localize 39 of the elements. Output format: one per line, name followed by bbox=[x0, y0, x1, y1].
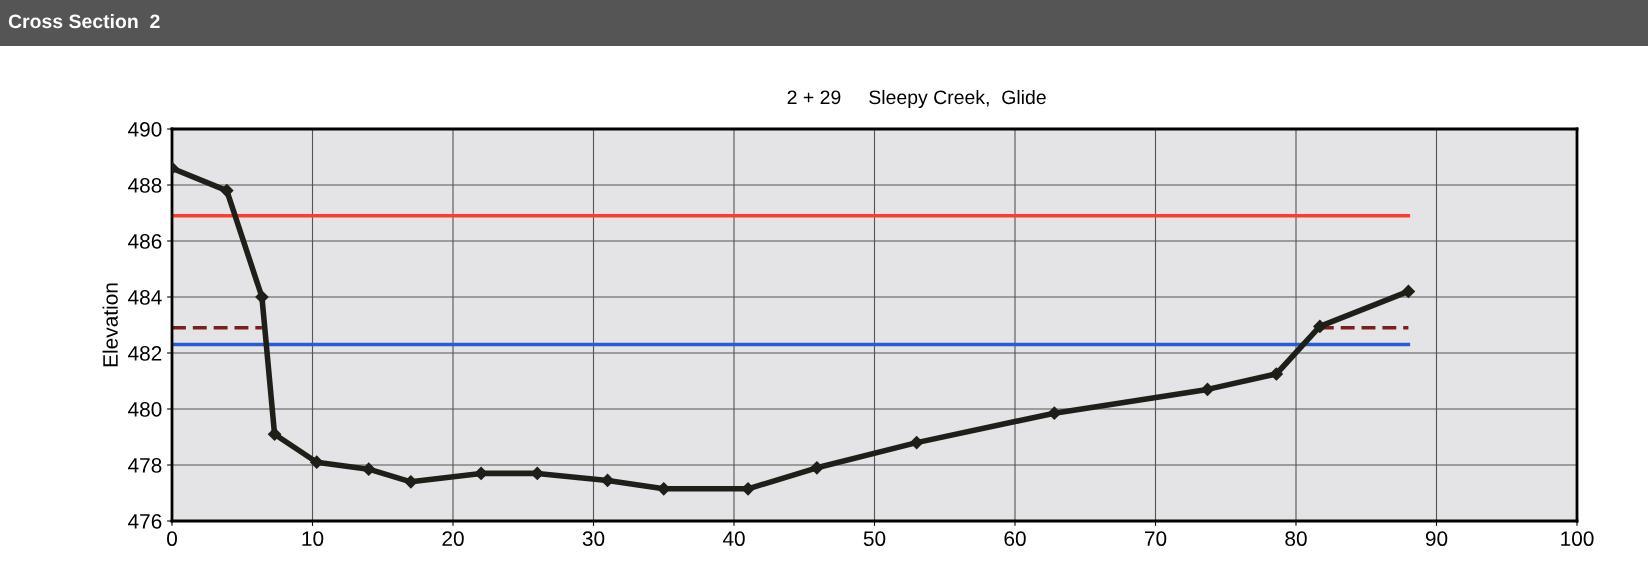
x-tick-label: 60 bbox=[1004, 531, 1026, 547]
point bbox=[910, 436, 924, 450]
y-axis-title: Elevation bbox=[102, 283, 118, 367]
x-tick-label: 100 bbox=[1561, 531, 1594, 547]
point bbox=[474, 466, 488, 480]
point bbox=[404, 475, 418, 489]
point bbox=[741, 482, 755, 496]
chart-title: Cross Section 2 bbox=[8, 13, 160, 29]
chart-subtitle: 2 + 29 Sleepy Creek, Glide bbox=[787, 89, 1046, 109]
point bbox=[600, 473, 615, 487]
x-tick-label: 70 bbox=[1144, 531, 1167, 547]
point bbox=[1047, 406, 1061, 420]
x-tick-label: 90 bbox=[1425, 531, 1448, 547]
point bbox=[1200, 382, 1215, 396]
point bbox=[220, 184, 234, 198]
x-tick-label: 80 bbox=[1285, 531, 1307, 547]
point bbox=[1269, 367, 1283, 381]
y-tick-label: 488 bbox=[128, 178, 162, 193]
y-tick-label: 480 bbox=[128, 402, 162, 417]
x-tick-label: 40 bbox=[722, 531, 745, 547]
y-tick-label: 482 bbox=[128, 346, 162, 361]
y-tick-label: 476 bbox=[128, 514, 162, 529]
x-tick-label: 30 bbox=[582, 531, 605, 547]
point bbox=[362, 462, 376, 476]
point bbox=[267, 427, 282, 441]
y-tick-label: 478 bbox=[128, 458, 162, 473]
x-tick-label: 0 bbox=[167, 531, 177, 547]
point bbox=[310, 455, 324, 469]
point bbox=[1401, 284, 1415, 298]
x-tick-label: 50 bbox=[863, 531, 886, 547]
point bbox=[657, 482, 671, 496]
y-tick-label: 490 bbox=[128, 122, 162, 137]
point bbox=[810, 461, 824, 475]
y-tick-label: 484 bbox=[128, 290, 162, 305]
point bbox=[255, 290, 269, 304]
x-tick-label: 20 bbox=[442, 531, 464, 547]
point bbox=[1313, 319, 1327, 333]
x-tick-label: 10 bbox=[302, 531, 324, 547]
y-tick-label: 486 bbox=[128, 234, 162, 249]
